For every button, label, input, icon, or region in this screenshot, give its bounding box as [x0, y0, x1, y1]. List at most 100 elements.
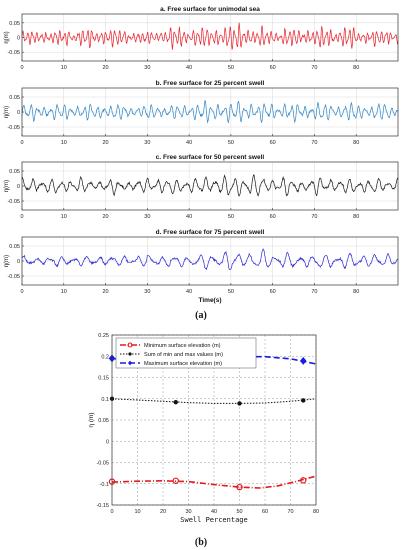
x-tick-label: 50	[228, 214, 234, 220]
y-tick-label: 0	[106, 439, 109, 445]
x-tick-label: 60	[270, 65, 276, 71]
signal-line	[21, 248, 399, 271]
y-tick-label: 0	[17, 110, 20, 116]
y-tick-label: -0.05	[7, 125, 20, 131]
x-tick-label: 20	[102, 140, 108, 146]
x-tick-label: 50	[228, 140, 234, 146]
signal-line	[21, 174, 399, 197]
legend-label-3: Maximum surface elevation (m)	[144, 361, 222, 367]
x-axis-label: Time(s)	[199, 297, 222, 304]
legend: Minimum surface elevation (m) Sum of min …	[115, 337, 257, 369]
y-tick-label: 0.05	[98, 418, 109, 424]
y-tick-label: 0.05	[9, 169, 20, 175]
legend-marker	[128, 360, 132, 366]
x-tick-label: 80	[313, 509, 319, 515]
panel-3: 0 10 20 30 40 50 60 70 80 -0.05 0 0.05 c. Free surfa…	[4, 154, 399, 220]
x-tick-label: 0	[20, 214, 23, 220]
x-tick-label: 80	[353, 214, 359, 220]
y-tick-label: 0	[17, 259, 20, 265]
y-tick-label: 0.15	[98, 376, 109, 382]
x-tick-label: 40	[186, 289, 192, 295]
y-axis-label: η(m)	[4, 180, 10, 192]
x-tick-label: 10	[61, 289, 67, 295]
x-tick-label: 40	[186, 65, 192, 71]
y-tick-label: 0.05	[9, 95, 20, 101]
y-tick-label: 0.25	[98, 333, 109, 339]
y-axis-label: η(m)	[4, 106, 10, 118]
panel-title: b. Free surface for 25 percent swell	[156, 80, 265, 87]
x-tick-label: 0	[110, 509, 113, 515]
x-tick-label: 70	[311, 214, 317, 220]
x-axis-label: Swell Percentage	[180, 516, 247, 524]
y-tick-label: -0.05	[7, 274, 20, 280]
x-tick-label: 80	[353, 65, 359, 71]
x-tick-label: 20	[102, 65, 108, 71]
y-axis-label: η (m)	[88, 412, 95, 427]
marker-sum-point	[301, 398, 306, 403]
y-tick-label: -0.05	[7, 50, 20, 56]
panel-2: 0 10 20 30 40 50 60 70 80 -0.05 0 0.05 b. Free surfa…	[4, 80, 399, 146]
legend-marker	[127, 342, 133, 348]
panel-title: d. Free surface for 75 percent swell	[156, 229, 265, 236]
panel-1: 0 10 20 30 40 50 60 70 80 -0.05 0 0.05 a. Free surfa…	[4, 6, 399, 71]
x-tick-label: 20	[102, 289, 108, 295]
legend-label-2: Sum of min and max values (m)	[144, 352, 223, 358]
y-axis-label: η(m)	[4, 255, 10, 267]
x-tick-label: 30	[144, 214, 150, 220]
x-tick-label: 30	[144, 140, 150, 146]
y-tick-label: -0.05	[96, 461, 109, 467]
x-tick-label: 50	[228, 289, 234, 295]
x-tick-label: 60	[270, 214, 276, 220]
y-tick-label: -0.1	[100, 482, 109, 488]
x-tick-label: 20	[160, 509, 166, 515]
x-tick-label: 70	[287, 509, 293, 515]
summary-chart: 0 10 20 30 40 50 60 70 80 -0.15 -0.1 -0.05 0 0.05 0.1 0…	[88, 333, 319, 524]
x-tick-label: 70	[311, 289, 317, 295]
y-tick-label: 0	[17, 36, 20, 42]
marker-sum-point	[237, 401, 242, 406]
x-tick-label: 50	[228, 65, 234, 71]
marker-max-point	[300, 356, 307, 365]
y-tick-label: -0.05	[7, 199, 20, 205]
figure-label-a: (a)	[195, 310, 207, 321]
x-tick-label: 30	[144, 289, 150, 295]
marker-sum-point	[173, 399, 178, 405]
x-tick-label: 0	[20, 65, 23, 71]
y-axis-label: η(m)	[4, 31, 10, 43]
x-tick-label: 10	[61, 65, 67, 71]
signal-line	[21, 22, 399, 50]
x-tick-label: 20	[102, 214, 108, 220]
figure-label-b: (b)	[195, 537, 207, 548]
marker-min-point	[236, 483, 243, 491]
x-tick-label: 30	[144, 65, 150, 71]
series-line-1	[111, 475, 317, 489]
y-tick-label: 0.05	[9, 21, 20, 27]
panel-4: 0 10 20 30 40 50 60 70 80 -0.05 0 0.05 d. Free surfa…	[4, 229, 399, 304]
x-tick-label: 10	[61, 140, 67, 146]
x-tick-label: 60	[262, 509, 268, 515]
y-tick-label: -0.15	[96, 503, 109, 509]
x-tick-label: 80	[353, 140, 359, 146]
x-tick-label: 50	[236, 509, 242, 515]
x-tick-label: 80	[353, 289, 359, 295]
y-tick-label: 0.1	[101, 397, 109, 403]
series-line-2	[111, 398, 317, 404]
x-tick-label: 70	[311, 140, 317, 146]
plot-frame	[111, 334, 317, 506]
x-tick-label: 60	[270, 140, 276, 146]
x-tick-label: 40	[211, 509, 217, 515]
signal-line	[21, 100, 399, 124]
marker-min-point	[300, 477, 307, 484]
panel-title: a. Free surface for unimodal sea	[160, 6, 260, 13]
x-tick-label: 60	[270, 289, 276, 295]
y-tick-label: 0.05	[9, 244, 20, 250]
x-tick-label: 40	[186, 214, 192, 220]
y-tick-label: 0.2	[101, 354, 109, 360]
x-tick-label: 0	[20, 289, 23, 295]
legend-marker	[128, 352, 132, 356]
panel-title: c. Free surface for 50 percent swell	[156, 154, 265, 161]
y-tick-label: 0	[17, 184, 20, 190]
x-tick-label: 40	[186, 140, 192, 146]
x-tick-label: 70	[311, 65, 317, 71]
